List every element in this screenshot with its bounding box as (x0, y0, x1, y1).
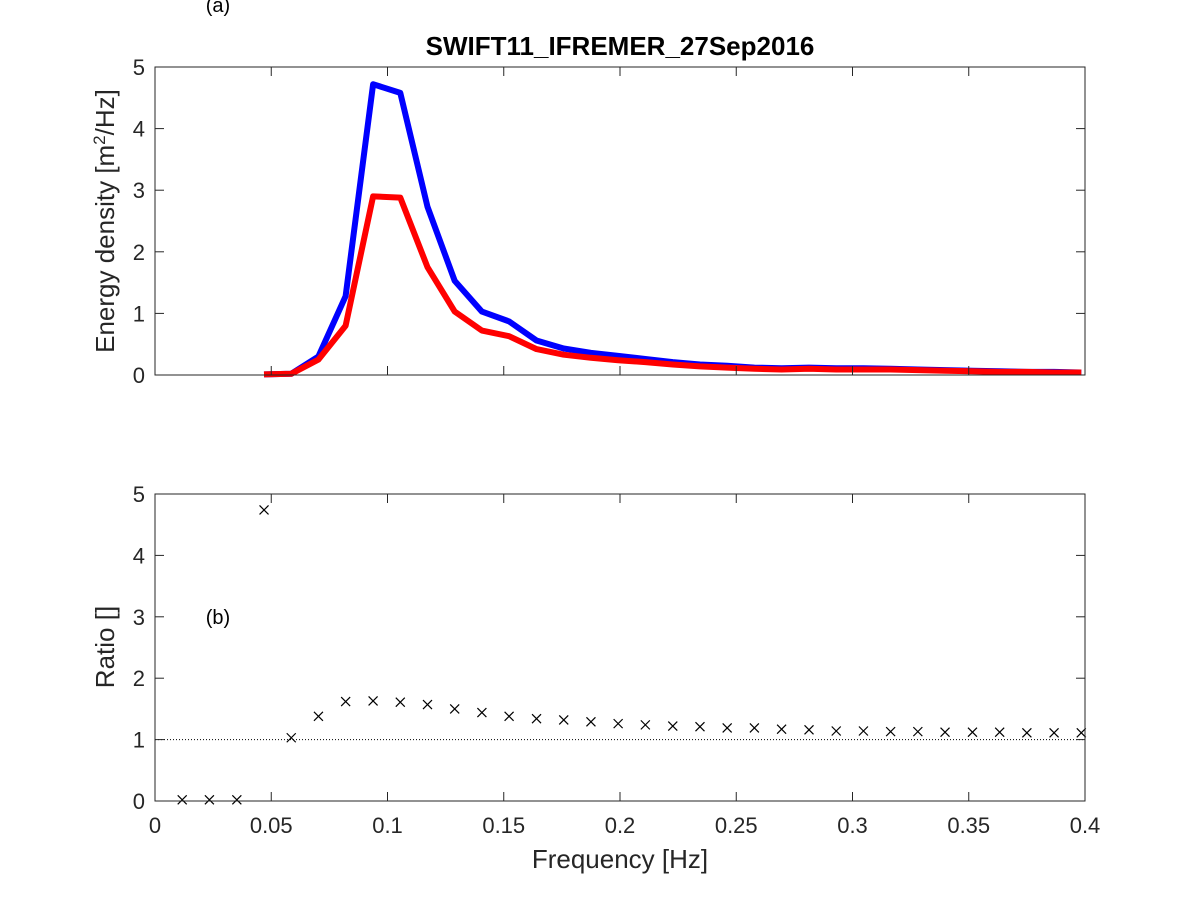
x-tick-label-8: 0.4 (1070, 813, 1101, 838)
ratio-marker-16 (613, 718, 624, 729)
x-tick-label-2: 0.1 (372, 813, 403, 838)
ratio-marker-24 (831, 726, 842, 736)
ratio-marker-32 (1049, 727, 1060, 738)
panel-b-y-tick-label-0: 0 (133, 789, 145, 814)
ratio-marker-25 (858, 726, 869, 736)
x-tick-label-1: 0.05 (250, 813, 293, 838)
ratio-marker-9 (422, 699, 433, 710)
ratio-marker-3 (259, 505, 269, 515)
panel-a-y-tick-label-1: 1 (133, 301, 145, 326)
ratio-marker-2 (231, 794, 242, 805)
x-axis-label: Frequency [Hz] (532, 844, 708, 874)
panel-a-y-axis-label-main: Energy density [m (90, 145, 120, 353)
panel-a-ticks: 0 1 2 3 4 5 (133, 55, 1086, 388)
ratio-marker-22 (776, 724, 787, 735)
ratio-marker-7 (368, 695, 379, 706)
series-line-0 (263, 81, 1082, 378)
ratio-marker-19 (695, 721, 705, 732)
ratio-marker-17 (640, 719, 651, 730)
ratio-marker-12 (504, 711, 515, 722)
panel-b-y-axis-label: Ratio [] (90, 606, 120, 688)
ratio-marker-1 (204, 794, 215, 805)
ratio-marker-4 (286, 732, 297, 743)
panel-b-ratio: (b) 0 0.05 0.1 0.15 0.2 0.25 0.3 0.35 0.4012345 … (90, 482, 1100, 874)
panel-b-y-tick-label-1: 1 (133, 728, 145, 753)
ratio-marker-0 (177, 794, 188, 805)
panel-a-label: (a) (206, 0, 230, 17)
panel-b-y-tick-label-4: 4 (133, 543, 145, 568)
ratio-marker-13 (531, 713, 542, 724)
ratio-marker-26 (885, 726, 896, 737)
x-tick-label-7: 0.35 (947, 813, 990, 838)
ratio-marker-31 (1021, 727, 1032, 738)
ratio-marker-5 (313, 711, 324, 722)
ratio-marker-14 (558, 715, 569, 725)
x-tick-label-5: 0.25 (715, 813, 758, 838)
panel-b-axes-box (154, 493, 1086, 802)
ratio-marker-29 (967, 727, 978, 738)
x-tick-label-6: 0.3 (837, 813, 868, 838)
x-tick-label-0: 0 (149, 813, 161, 838)
ratio-marker-8 (395, 697, 406, 708)
panel-b-y-tick-label-2: 2 (133, 666, 145, 691)
panel-b-markers (177, 505, 1087, 805)
panel-a-axes-box (154, 66, 1086, 376)
panel-b-ticks: 0 0.05 0.1 0.15 0.2 0.25 0.3 0.35 0.4 0 1 2 3 4 5 (133, 482, 1101, 838)
x-tick-label-3: 0.15 (482, 813, 525, 838)
ratio-marker-6 (340, 696, 351, 707)
chart-title: SWIFT11_IFREMER_27Sep2016 (426, 31, 815, 61)
ratio-marker-30 (994, 727, 1005, 738)
panel-a-y-axis-label: Energy density [m2/Hz] (90, 89, 120, 353)
panel-a-series-group (263, 81, 1082, 378)
ratio-marker-33 (1076, 727, 1087, 738)
panel-b-label: (b) (206, 607, 230, 629)
panel-a-energy-density: (a) SWIFT11_IFREMER_27Sep2016 0 1 2 3 4 5 Ene… (90, 0, 1086, 388)
panel-a-y-tick-label-5: 5 (133, 55, 145, 80)
panel-a-y-axis-label-superscript: 2 (90, 135, 109, 144)
panel-a-y-tick-label-2: 2 (133, 240, 145, 265)
panel-a-y-tick-label-3: 3 (133, 178, 145, 203)
ratio-marker-27 (912, 726, 923, 737)
series-line-1 (263, 193, 1082, 378)
panel-b-y-tick-label-3: 3 (133, 605, 145, 630)
panel-b-y-tick-label-5: 5 (133, 482, 145, 507)
ratio-marker-28 (940, 727, 950, 738)
ratio-marker-21 (749, 723, 760, 733)
ratio-marker-20 (722, 723, 733, 733)
ratio-marker-11 (476, 707, 487, 718)
panel-a-y-tick-label-0: 0 (133, 363, 145, 388)
ratio-marker-10 (449, 703, 460, 714)
panel-a-y-tick-label-4: 4 (133, 117, 145, 142)
panel-a-y-axis-label-tail: /Hz] (90, 89, 120, 135)
ratio-marker-18 (667, 721, 678, 732)
ratio-marker-15 (586, 716, 596, 727)
ratio-marker-23 (804, 724, 814, 735)
x-tick-label-4: 0.2 (605, 813, 636, 838)
